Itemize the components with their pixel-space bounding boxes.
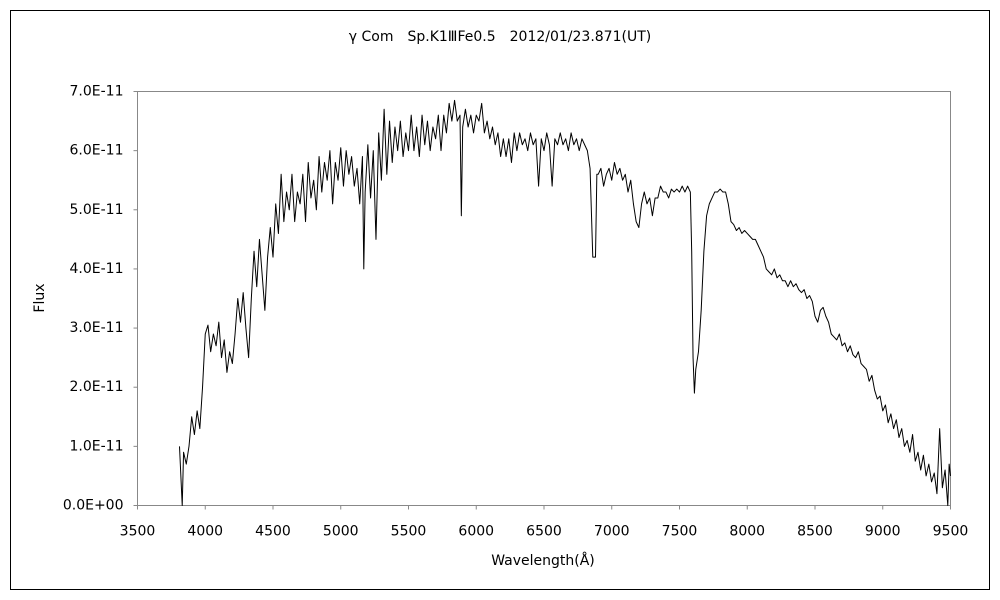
x-tick-label: 7000 — [594, 524, 630, 540]
x-tick-label: 9500 — [933, 524, 969, 540]
x-tick-label: 6000 — [458, 524, 494, 540]
plot-area — [137, 91, 951, 506]
y-tick-label: 4.0E-11 — [70, 261, 124, 277]
y-tick-label: 6.0E-11 — [70, 143, 124, 159]
x-axis-label: Wavelength(Å) — [491, 552, 595, 569]
x-tick-label: 3500 — [120, 524, 156, 540]
chart-title: γ Com Sp.K1ⅢFe0.5 2012/01/23.871(UT) — [349, 29, 651, 45]
x-tick-label: 6500 — [526, 524, 562, 540]
x-tick-label: 5000 — [323, 524, 359, 540]
x-tick-label: 8000 — [729, 524, 765, 540]
y-tick-label: 3.0E-11 — [70, 320, 124, 336]
y-tick-label: 1.0E-11 — [70, 438, 124, 454]
x-tick-label: 4500 — [255, 524, 291, 540]
y-axis-label: Flux — [32, 283, 48, 312]
x-tick-label: 7500 — [662, 524, 698, 540]
y-tick-label: 5.0E-11 — [70, 202, 124, 218]
y-tick-label: 7.0E-11 — [70, 84, 124, 100]
x-tick-label: 8500 — [797, 524, 833, 540]
spectrum-line — [179, 99, 951, 506]
x-tick-label: 4000 — [187, 524, 223, 540]
y-tick-label: 2.0E-11 — [70, 379, 124, 395]
x-tick-label: 5500 — [391, 524, 427, 540]
x-tick-label: 9000 — [865, 524, 901, 540]
y-tick-label: 0.0E+00 — [63, 498, 124, 514]
